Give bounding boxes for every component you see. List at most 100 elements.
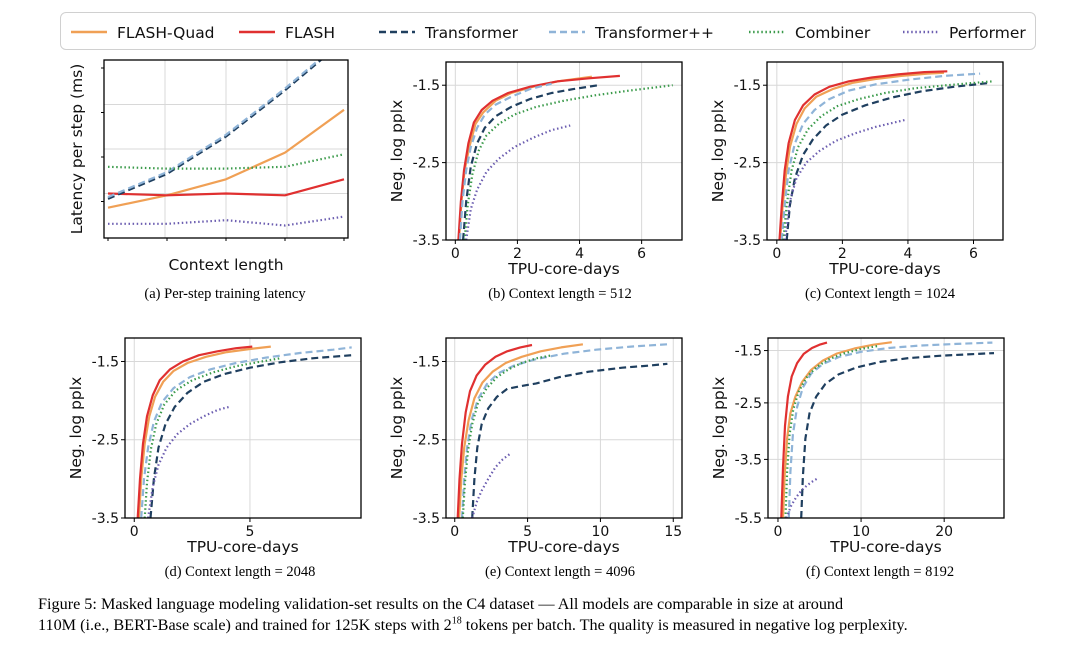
series-d-transformerplusplus [140, 346, 352, 518]
ylabel-f: Neg. log pplx [710, 377, 728, 480]
series-b-flash-quad [457, 75, 593, 240]
series-group-b [457, 74, 673, 240]
plot-frame-f [767, 337, 1005, 519]
xlabel-c: TPU-core-days [828, 260, 941, 278]
series-f-performer [785, 477, 819, 518]
legend-label-1: FLASH-Quad [117, 24, 215, 42]
series-group-f [780, 341, 995, 518]
series-e-flash-quad [458, 343, 584, 518]
xtick-label-e-1: 5 [523, 524, 532, 540]
chart-d: 0 5 -3.5 -2.5 -1.5 TPU-core-days Neg. log pplx [67, 337, 362, 556]
series-a-transformer [107, 60, 323, 200]
xtick-label-f-2: 20 [935, 524, 953, 540]
ylabel-d: Neg. log pplx [67, 377, 85, 480]
chart-f: 0 10 20 -5.5 -3.5 -2.5 -1.5 TPU-core-days Neg. l… [710, 337, 1005, 556]
xlabel-a: Context length [168, 256, 283, 274]
series-group-e [456, 343, 668, 518]
ytick-label-e-2: -1.5 [413, 354, 440, 370]
chart-a: Context length Latency per step (ms) [68, 59, 349, 274]
ytick-label-f-3: -1.5 [735, 344, 762, 360]
xtick-label-b-2: 4 [575, 246, 584, 262]
series-e-flash [456, 343, 533, 518]
legend-label-3: Transformer [424, 24, 519, 42]
figure-caption-line2: 110M (i.e., BERT-Base scale) and trained… [38, 615, 1068, 636]
series-c-transformer [785, 81, 991, 240]
legend-entry-3: Transformer [379, 24, 519, 42]
series-b-combiner [463, 84, 673, 240]
xtick-label-f-1: 10 [852, 524, 870, 540]
figure-caption-line1: Figure 5: Masked language modeling valid… [38, 595, 844, 613]
caption-e: (e) Context length = 4096 [485, 564, 635, 580]
series-d-combiner [143, 357, 281, 518]
legend-label-2: FLASH [285, 24, 335, 42]
series-b-transformerplusplus [458, 82, 552, 240]
ylabel-a: Latency per step (ms) [68, 64, 86, 235]
xtick-label-d-0: 0 [130, 524, 139, 540]
plot-frame-b [445, 61, 683, 241]
xtick-label-e-0: 0 [450, 524, 459, 540]
chart-b: 0 2 4 6 -3.5 -2.5 -1.5 TPU-core-days Neg. log pp… [388, 61, 683, 278]
ytick-label-f-2: -2.5 [735, 396, 762, 412]
series-a-flash [107, 178, 345, 197]
xtick-label-f-0: 0 [774, 524, 783, 540]
caption-c: (c) Context length = 1024 [805, 286, 955, 302]
series-c-flash-quad [779, 71, 945, 240]
xtick-label-c-0: 0 [772, 246, 781, 262]
series-c-flash [778, 70, 948, 240]
ytick-label-b-1: -2.5 [413, 156, 440, 172]
ytick-label-b-2: -1.5 [413, 78, 440, 94]
xtick-label-b-1: 2 [513, 246, 522, 262]
ytick-label-d-2: -1.5 [92, 354, 119, 370]
ytick-label-d-1: -2.5 [92, 433, 119, 449]
series-d-flash [136, 345, 253, 518]
series-c-transformerplusplus [780, 72, 981, 240]
series-f-transformer [800, 352, 995, 518]
legend-entry-1: FLASH-Quad [71, 24, 215, 42]
figure-caption-line2-pre: 110M (i.e., BERT-Base scale) and trained… [38, 616, 452, 634]
ylabel-b: Neg. log pplx [388, 100, 406, 203]
caption-f: (f) Context length = 8192 [805, 564, 955, 580]
ylabel-e: Neg. log pplx [388, 377, 406, 480]
series-group-c [778, 70, 994, 240]
figure-caption-line2-post: tokens per batch. The quality is measure… [461, 616, 908, 634]
xtick-label-d-1: 5 [245, 524, 254, 540]
ylabel-c: Neg. log pplx [709, 100, 727, 203]
ytick-label-c-1: -2.5 [734, 156, 761, 172]
series-a-performer [108, 215, 345, 227]
xlabel-d: TPU-core-days [186, 538, 299, 556]
legend-svg: FLASH-Quad FLASH Transformer Transformer++ C… [71, 24, 1026, 42]
ytick-label-f-1: -3.5 [735, 452, 762, 468]
xtick-label-b-3: 6 [637, 246, 646, 262]
series-d-performer [147, 405, 230, 518]
series-a-transformerplusplus [107, 60, 321, 199]
figure-caption-sup: 18 [451, 615, 462, 627]
series-c-combiner [782, 80, 994, 240]
xtick-label-b-0: 0 [451, 246, 460, 262]
chart-e: 0 5 10 15 -3.5 -2.5 -1.5 TPU-core-days Neg. log … [388, 337, 683, 556]
caption-d: (d) Context length = 2048 [164, 564, 316, 580]
series-e-transformer [471, 362, 668, 518]
series-b-transformer [462, 84, 599, 240]
xtick-label-c-1: 2 [838, 246, 847, 262]
plot-frame-c [766, 61, 1004, 241]
legend-label-6: Performer [949, 24, 1026, 42]
legend-entry-6: Performer [903, 24, 1026, 42]
ytick-label-f-0: -5.5 [735, 511, 762, 527]
series-b-performer [465, 124, 571, 240]
xtick-label-c-3: 6 [969, 246, 978, 262]
legend-label-4: Transformer++ [594, 24, 714, 42]
ytick-label-b-0: -3.5 [413, 233, 440, 249]
xtick-label-e-2: 10 [592, 524, 610, 540]
legend-entry-5: Combiner [749, 24, 871, 42]
series-a-combiner [107, 153, 345, 170]
series-f-transformerplusplus [787, 341, 993, 518]
xtick-label-c-2: 4 [903, 246, 912, 262]
series-d-transformer [149, 354, 352, 518]
series-e-performer [471, 452, 511, 518]
xlabel-b: TPU-core-days [507, 260, 620, 278]
ytick-label-e-0: -3.5 [413, 511, 440, 527]
caption-a: (a) Per-step training latency [144, 286, 306, 302]
plot-frame-d [124, 337, 362, 519]
xlabel-f: TPU-core-days [829, 538, 942, 556]
